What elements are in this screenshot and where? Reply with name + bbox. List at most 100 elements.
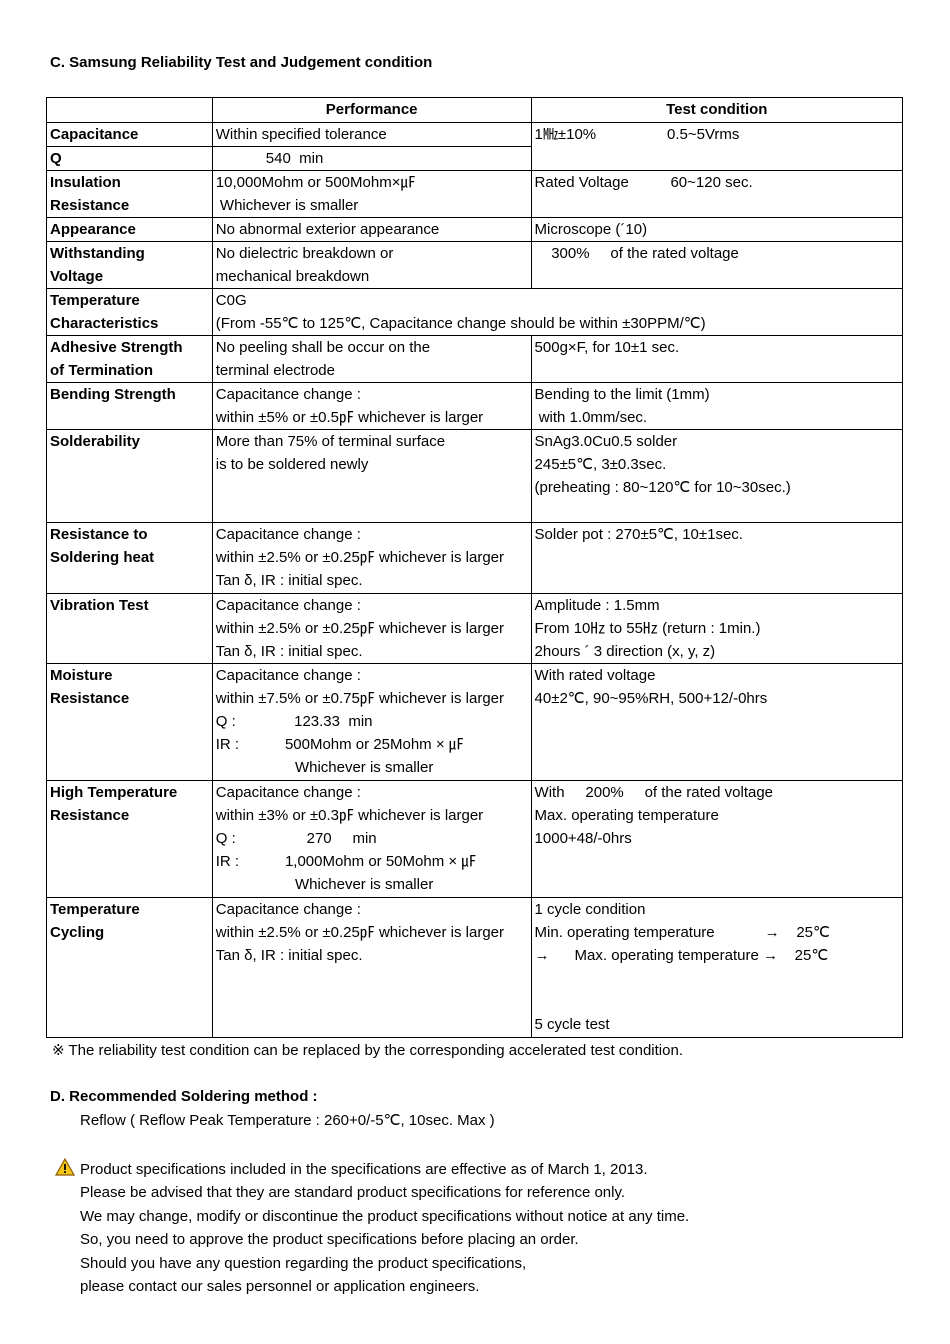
test-condition-cell-line: 2hours ´ 3 direction (x, y, z): [534, 643, 716, 660]
row-label-line: Resistance: [50, 807, 130, 824]
warning-triangle-icon: [55, 1158, 75, 1176]
table-row: Moisture Resistance Capacitance change : wi…: [46, 663, 904, 781]
test-condition-cell-line: Rated Voltage 60~120 sec.: [534, 174, 753, 191]
test-condition-cell-line: 500g×F, for 10±1 sec.: [534, 339, 680, 356]
performance-cell-line: terminal electrode: [215, 362, 335, 379]
performance-cell: More than 75% of terminal surface is to b…: [211, 429, 532, 523]
test-condition-cell: 500g×F, for 10±1 sec.: [530, 335, 904, 383]
test-condition-cell-line: 1000+48/-0hrs: [534, 830, 632, 847]
notice-text: Product specifications included in the s…: [55, 1158, 903, 1298]
test-condition-cell-line: 1 cycle condition: [534, 901, 646, 918]
row-label: Insulation Resistance: [46, 170, 213, 218]
section-d-title: D. Recommended Soldering method :: [50, 1088, 318, 1105]
test-condition-cell-line: Bending to the limit (1mm): [534, 386, 710, 403]
notice-line: We may change, modify or discontinue the…: [80, 1207, 690, 1225]
row-label-line: Cycling: [50, 924, 105, 941]
row-label-line: Temperature: [50, 292, 140, 309]
performance-cell-line: 10,000Mohm or 500Mohm×㎌: [215, 174, 416, 191]
performance-cell-line: within ±2.5% or ±0.25㎊ whichever is larg…: [215, 549, 505, 566]
table-row: Withstanding Voltage No dielectric breakdo…: [46, 241, 904, 289]
footnote: ※ The reliability test condition can be …: [52, 1042, 683, 1059]
performance-cell-line: No peeling shall be occur on the: [215, 339, 431, 356]
test-condition-cell-line: With rated voltage: [534, 667, 656, 684]
row-label-line: of Termination: [50, 362, 154, 379]
row-label-line: High Temperature: [50, 784, 178, 801]
performance-cell: Capacitance change : within ±2.5% or ±0.2…: [211, 593, 532, 664]
performance-cell-line: is to be soldered newly: [215, 456, 369, 473]
test-condition-cell: Solder pot : 270±5℃, 10±1sec.: [530, 522, 904, 594]
performance-cell-line: mechanical breakdown: [215, 268, 370, 285]
test-condition-cell-line: Microscope (´10): [534, 221, 648, 238]
performance-cell-line: IR : 500Mohm or 25Mohm × ㎌: [215, 736, 464, 753]
row-label: Adhesive Strength of Termination: [46, 335, 213, 383]
row-label-line: Appearance: [50, 221, 136, 238]
row-label-line: Insulation: [50, 174, 121, 191]
row-label-line: Soldering heat: [50, 549, 155, 566]
test-condition-cell: 300% of the rated voltage: [530, 241, 904, 289]
row-label-line: Voltage: [50, 268, 104, 285]
table-row: Temperature Characteristics C0G (From -55℃ …: [46, 288, 904, 336]
row-label-line: Characteristics: [50, 315, 159, 332]
test-condition-cell-line: (preheating : 80~120℃ for 10~30sec.): [534, 479, 791, 496]
row-label-line: Adhesive Strength: [50, 339, 183, 356]
test-condition-cell: With 200% of the rated voltage Max. opera…: [530, 780, 904, 898]
test-condition-cell-line: [535, 990, 902, 1013]
test-condition-cell: SnAg3.0Cu0.5 solder 245±5℃, 3±0.3sec. (pre…: [530, 429, 904, 523]
row-label-line: Q: [50, 150, 62, 167]
performance-cell: Capacitance change : within ±7.5% or ±0.7…: [211, 663, 532, 781]
header-performance: Performance: [211, 97, 532, 123]
document-flow: Performance Test condition Capacitance Wi…: [46, 97, 904, 1298]
performance-cell-line: Capacitance change :: [215, 526, 361, 543]
performance-cell-line: No dielectric breakdown or: [215, 245, 394, 262]
performance-cell-line: Capacitance change :: [215, 667, 361, 684]
row-label-line: Temperature: [50, 901, 140, 918]
table-row: Resistance to Soldering heat Capacitance c…: [46, 522, 904, 594]
performance-cell-line: within ±7.5% or ±0.75㎊ whichever is larg…: [215, 690, 505, 707]
row-label: Bending Strength: [46, 382, 213, 430]
performance-cell: No dielectric breakdown or mechanical bre…: [211, 241, 532, 289]
performance-cell-line: within ±5% or ±0.5㎊ whichever is larger: [215, 409, 484, 426]
reliability-table: Performance Test condition Capacitance Wi…: [46, 97, 904, 1038]
performance-cell-line: C0G: [215, 292, 247, 309]
performance-cell-line: Within specified tolerance: [215, 126, 387, 143]
test-condition-cell-line: Min. operating temperature → 25℃: [534, 924, 830, 941]
row-label-line: Bending Strength: [50, 386, 176, 403]
test-condition-cell: Rated Voltage 60~120 sec.: [530, 170, 904, 218]
performance-cell-line: Capacitance change :: [215, 597, 361, 614]
test-condition-cell-line: 5 cycle test: [534, 1016, 610, 1033]
test-condition-cell-line: SnAg3.0Cu0.5 solder: [534, 433, 678, 450]
performance-cell-line: Whichever is smaller: [215, 197, 359, 214]
header-blank: [46, 97, 213, 123]
table-row: High Temperature Resistance Capacitance ch…: [46, 780, 904, 898]
notice-line: So, you need to approve the product spec…: [80, 1231, 579, 1249]
header-test-condition: Test condition: [530, 97, 904, 123]
table-row: Solderability More than 75% of terminal s…: [46, 429, 904, 523]
row-label-line: Withstanding: [50, 245, 145, 262]
performance-cell-line: within ±2.5% or ±0.25㎊ whichever is larg…: [215, 924, 505, 941]
table-header-row: Performance Test condition: [46, 97, 904, 123]
test-condition-cell-line: 1㎒±10% 0.5~5Vrms: [534, 126, 740, 143]
row-label: Resistance to Soldering heat: [46, 522, 213, 594]
performance-cell-line: Whichever is smaller: [215, 876, 434, 893]
test-condition-cell-line: 245±5℃, 3±0.3sec.: [534, 456, 667, 473]
performance-cell-line: Capacitance change :: [215, 901, 361, 918]
row-label: High Temperature Resistance: [46, 780, 213, 898]
row-label: Withstanding Voltage: [46, 241, 213, 289]
test-condition-cell: Bending to the limit (1mm) with 1.0mm/se…: [530, 382, 904, 430]
test-condition-cell: Amplitude : 1.5mm From 10㎐ to 55㎐ (return…: [530, 593, 904, 664]
performance-cell: C0G (From -55℃ to 125℃, Capacitance chang…: [211, 288, 904, 336]
test-condition-cell: 1 cycle condition Min. operating temperat…: [530, 897, 904, 1038]
test-condition-cell: Microscope (´10): [530, 217, 904, 242]
table-row: Temperature Cycling Capacitance change : wi…: [46, 897, 904, 1038]
test-condition-cell: With rated voltage 40±2℃, 90~95%RH, 500+1…: [530, 663, 904, 781]
notice-line: Product specifications included in the s…: [80, 1161, 648, 1178]
section-c-title: C. Samsung Reliability Test and Judgemen…: [50, 54, 433, 71]
performance-cell-line: Whichever is smaller: [215, 759, 434, 776]
row-label-line: Vibration Test: [50, 597, 149, 614]
section-d-text: Reflow ( Reflow Peak Temperature : 260+0…: [80, 1112, 495, 1129]
performance-cell-line: (From -55℃ to 125℃, Capacitance change s…: [215, 315, 706, 332]
row-label-line: Moisture: [50, 667, 113, 684]
notice-line: Should you have any question regarding t…: [80, 1254, 527, 1272]
table-row: Adhesive Strength of Termination No peelin…: [46, 335, 904, 383]
row-label: Moisture Resistance: [46, 663, 213, 781]
